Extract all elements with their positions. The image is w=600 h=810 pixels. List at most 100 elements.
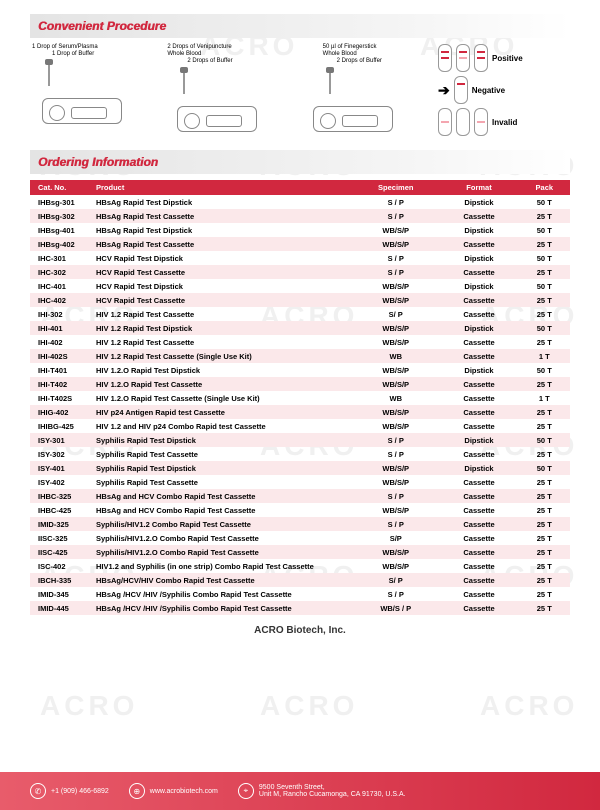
- addr-line1: 9500 Seventh Street,: [259, 784, 406, 791]
- table-cell: 25 T: [519, 265, 570, 279]
- table-row: IMID-445HBsAg /HCV /HIV /Syphilis Combo …: [30, 601, 570, 615]
- table-cell: 25 T: [519, 475, 570, 489]
- table-cell: Cassette: [439, 573, 518, 587]
- table-cell: HBsAg Rapid Test Dipstick: [92, 195, 352, 209]
- table-cell: 25 T: [519, 405, 570, 419]
- addr-line2: Unit M, Rancho Cucamonga, CA 91730, U.S.…: [259, 791, 406, 798]
- table-cell: 1 T: [519, 349, 570, 363]
- table-cell: Cassette: [439, 265, 518, 279]
- table-cell: Cassette: [439, 209, 518, 223]
- table-cell: 25 T: [519, 587, 570, 601]
- table-cell: WB/S/P: [352, 503, 439, 517]
- table-cell: HIV 1.2.O Rapid Test Cassette (Single Us…: [92, 391, 352, 405]
- table-cell: Dipstick: [439, 195, 518, 209]
- table-cell: IHI-T402: [30, 377, 92, 391]
- page-footer: ✆ +1 (909) 466-6892 ⊕ www.acrobiotech.co…: [0, 772, 600, 810]
- table-cell: Dipstick: [439, 279, 518, 293]
- table-cell: Dipstick: [439, 223, 518, 237]
- table-cell: ISY-402: [30, 475, 92, 489]
- table-row: IHI-T402SHIV 1.2.O Rapid Test Cassette (…: [30, 391, 570, 405]
- table-cell: 50 T: [519, 321, 570, 335]
- table-row: IHI-402HIV 1.2 Rapid Test CassetteWB/S/P…: [30, 335, 570, 349]
- table-cell: HIV 1.2 and HIV p24 Combo Rapid test Cas…: [92, 419, 352, 433]
- table-cell: 50 T: [519, 461, 570, 475]
- table-cell: IHIBG-425: [30, 419, 92, 433]
- results-legend: Positive ➔ Negative Invalid: [438, 44, 568, 140]
- table-cell: 25 T: [519, 559, 570, 573]
- table-cell: HCV Rapid Test Dipstick: [92, 251, 352, 265]
- proc-label: 2 Drops of Venipuncture: [167, 44, 296, 51]
- table-cell: Cassette: [439, 545, 518, 559]
- proc-label: 2 Drops of Buffer: [303, 58, 432, 65]
- table-cell: IHC-401: [30, 279, 92, 293]
- table-header-cell: Pack: [519, 180, 570, 195]
- procedure-diagram-row: 1 Drop of Serum/Plasma 1 Drop of Buffer …: [30, 44, 570, 140]
- table-cell: IHBsg-301: [30, 195, 92, 209]
- table-cell: S / P: [352, 447, 439, 461]
- table-cell: WB/S/P: [352, 405, 439, 419]
- table-body: IHBsg-301HBsAg Rapid Test Dipstick S / P D…: [30, 195, 570, 615]
- table-cell: 50 T: [519, 433, 570, 447]
- table-cell: ISY-301: [30, 433, 92, 447]
- table-cell: Syphilis/HIV1.2 Combo Rapid Test Cassett…: [92, 517, 352, 531]
- table-cell: 25 T: [519, 545, 570, 559]
- table-cell: 25 T: [519, 293, 570, 307]
- table-cell: Cassette: [439, 531, 518, 545]
- phone-text: +1 (909) 466-6892: [51, 788, 109, 795]
- web-text: www.acrobiotech.com: [150, 788, 218, 795]
- table-cell: WB: [352, 349, 439, 363]
- table-cell: 50 T: [519, 251, 570, 265]
- footer-web: ⊕ www.acrobiotech.com: [129, 783, 218, 799]
- table-cell: IHI-401: [30, 321, 92, 335]
- result-positive: Positive: [438, 44, 568, 72]
- table-row: IHI-401HIV 1.2 Rapid Test DipstickWB/S/P…: [30, 321, 570, 335]
- table-row: IHBC-325HBsAg and HCV Combo Rapid Test C…: [30, 489, 570, 503]
- table-cell: WB/S/P: [352, 237, 439, 251]
- table-cell: IHI-T401: [30, 363, 92, 377]
- table-cell: ISY-401: [30, 461, 92, 475]
- table-cell: S/ P: [352, 573, 439, 587]
- table-row: IISC-325Syphilis/HIV1.2.O Combo Rapid Te…: [30, 531, 570, 545]
- table-row: IMID-325Syphilis/HIV1.2 Combo Rapid Test…: [30, 517, 570, 531]
- ordering-title: Ordering Information: [38, 155, 158, 169]
- table-cell: IHI-402S: [30, 349, 92, 363]
- globe-icon: ⊕: [129, 783, 145, 799]
- table-row: ISY-401Syphilis Rapid Test DipstickWB/S/…: [30, 461, 570, 475]
- table-row: IHBsg-402HBsAg Rapid Test CassetteWB/S/P…: [30, 237, 570, 251]
- table-cell: HBsAg/HCV/HIV Combo Rapid Test Cassette: [92, 573, 352, 587]
- table-cell: Cassette: [439, 489, 518, 503]
- table-cell: IMID-445: [30, 601, 92, 615]
- table-row: IHI-302HIV 1.2 Rapid Test CassetteS/ PCa…: [30, 307, 570, 321]
- table-cell: WB/S/P: [352, 279, 439, 293]
- table-cell: WB/S/P: [352, 461, 439, 475]
- result-invalid: Invalid: [438, 108, 568, 136]
- table-cell: IBCH-335: [30, 573, 92, 587]
- procedure-section-header: Convenient Procedure: [30, 14, 570, 38]
- table-cell: WB/S/P: [352, 475, 439, 489]
- table-cell: HIV 1.2.O Rapid Test Dipstick: [92, 363, 352, 377]
- table-header-cell: Format: [439, 180, 518, 195]
- table-cell: S/ P: [352, 307, 439, 321]
- table-cell: Cassette: [439, 447, 518, 461]
- table-cell: S / P: [352, 489, 439, 503]
- table-row: IHC-401HCV Rapid Test DipstickWB/S/PDips…: [30, 279, 570, 293]
- table-cell: Dipstick: [439, 363, 518, 377]
- table-cell: ISY-302: [30, 447, 92, 461]
- table-cell: Dipstick: [439, 251, 518, 265]
- table-header-cell: Specimen: [352, 180, 439, 195]
- watermark: ACRO: [40, 690, 138, 722]
- table-cell: WB/S/P: [352, 293, 439, 307]
- table-cell: IHI-T402S: [30, 391, 92, 405]
- table-row: IHC-301HCV Rapid Test DipstickS / PDipst…: [30, 251, 570, 265]
- watermark: ACRO: [480, 690, 578, 722]
- table-row: IHC-302HCV Rapid Test CassetteS / PCasse…: [30, 265, 570, 279]
- table-row: IHBsg-302HBsAg Rapid Test CassetteS / PC…: [30, 209, 570, 223]
- watermark: ACRO: [260, 690, 358, 722]
- table-cell: Cassette: [439, 503, 518, 517]
- table-cell: 25 T: [519, 531, 570, 545]
- table-cell: HCV Rapid Test Cassette: [92, 265, 352, 279]
- table-row: IHI-T401HIV 1.2.O Rapid Test DipstickWB/…: [30, 363, 570, 377]
- table-cell: S / P: [352, 433, 439, 447]
- table-row: IHBsg-401HBsAg Rapid Test DipstickWB/S/P…: [30, 223, 570, 237]
- table-cell: HIV 1.2 Rapid Test Dipstick: [92, 321, 352, 335]
